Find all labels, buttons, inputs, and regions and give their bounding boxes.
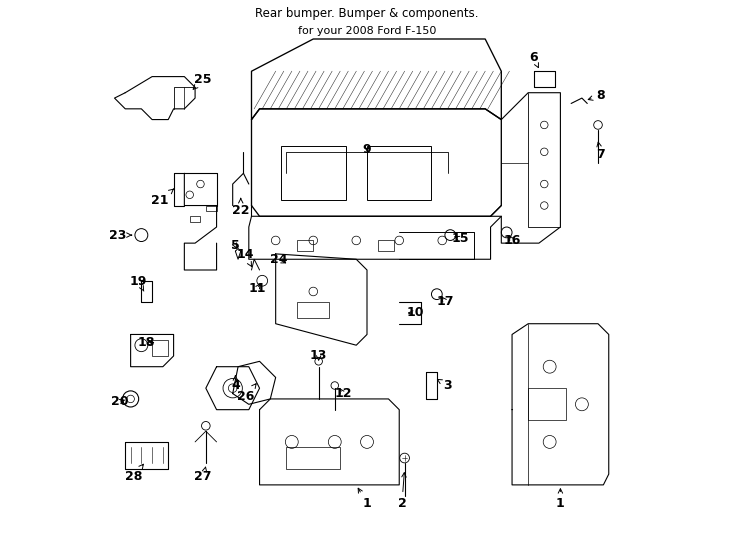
Text: 19: 19 [130, 275, 148, 291]
Text: 2: 2 [398, 472, 407, 510]
Text: 28: 28 [125, 464, 143, 483]
Text: 14: 14 [236, 248, 254, 267]
Text: 18: 18 [138, 336, 156, 349]
Text: 27: 27 [195, 467, 212, 483]
Text: 17: 17 [436, 295, 454, 308]
Text: 20: 20 [111, 395, 128, 408]
Text: 24: 24 [269, 253, 287, 266]
Text: 4: 4 [231, 376, 240, 392]
Text: 25: 25 [193, 73, 212, 89]
Text: 12: 12 [334, 387, 352, 400]
Text: 13: 13 [310, 349, 327, 362]
Text: 26: 26 [237, 383, 256, 403]
Text: 15: 15 [451, 232, 469, 245]
Text: for your 2008 Ford F-150: for your 2008 Ford F-150 [298, 25, 436, 36]
Text: 3: 3 [437, 379, 452, 392]
Text: 22: 22 [232, 199, 250, 218]
Text: 8: 8 [588, 89, 605, 102]
Text: 11: 11 [248, 282, 266, 295]
Text: 9: 9 [363, 143, 371, 156]
Text: 10: 10 [407, 307, 424, 320]
Text: 6: 6 [529, 51, 539, 68]
Text: 23: 23 [109, 228, 131, 241]
Text: 1: 1 [556, 489, 564, 510]
Text: 16: 16 [504, 234, 520, 247]
Text: 7: 7 [596, 142, 605, 161]
Text: Rear bumper. Bumper & components.: Rear bumper. Bumper & components. [255, 7, 479, 20]
Text: 21: 21 [151, 189, 173, 207]
Text: 5: 5 [231, 239, 240, 252]
Text: 1: 1 [358, 488, 371, 510]
